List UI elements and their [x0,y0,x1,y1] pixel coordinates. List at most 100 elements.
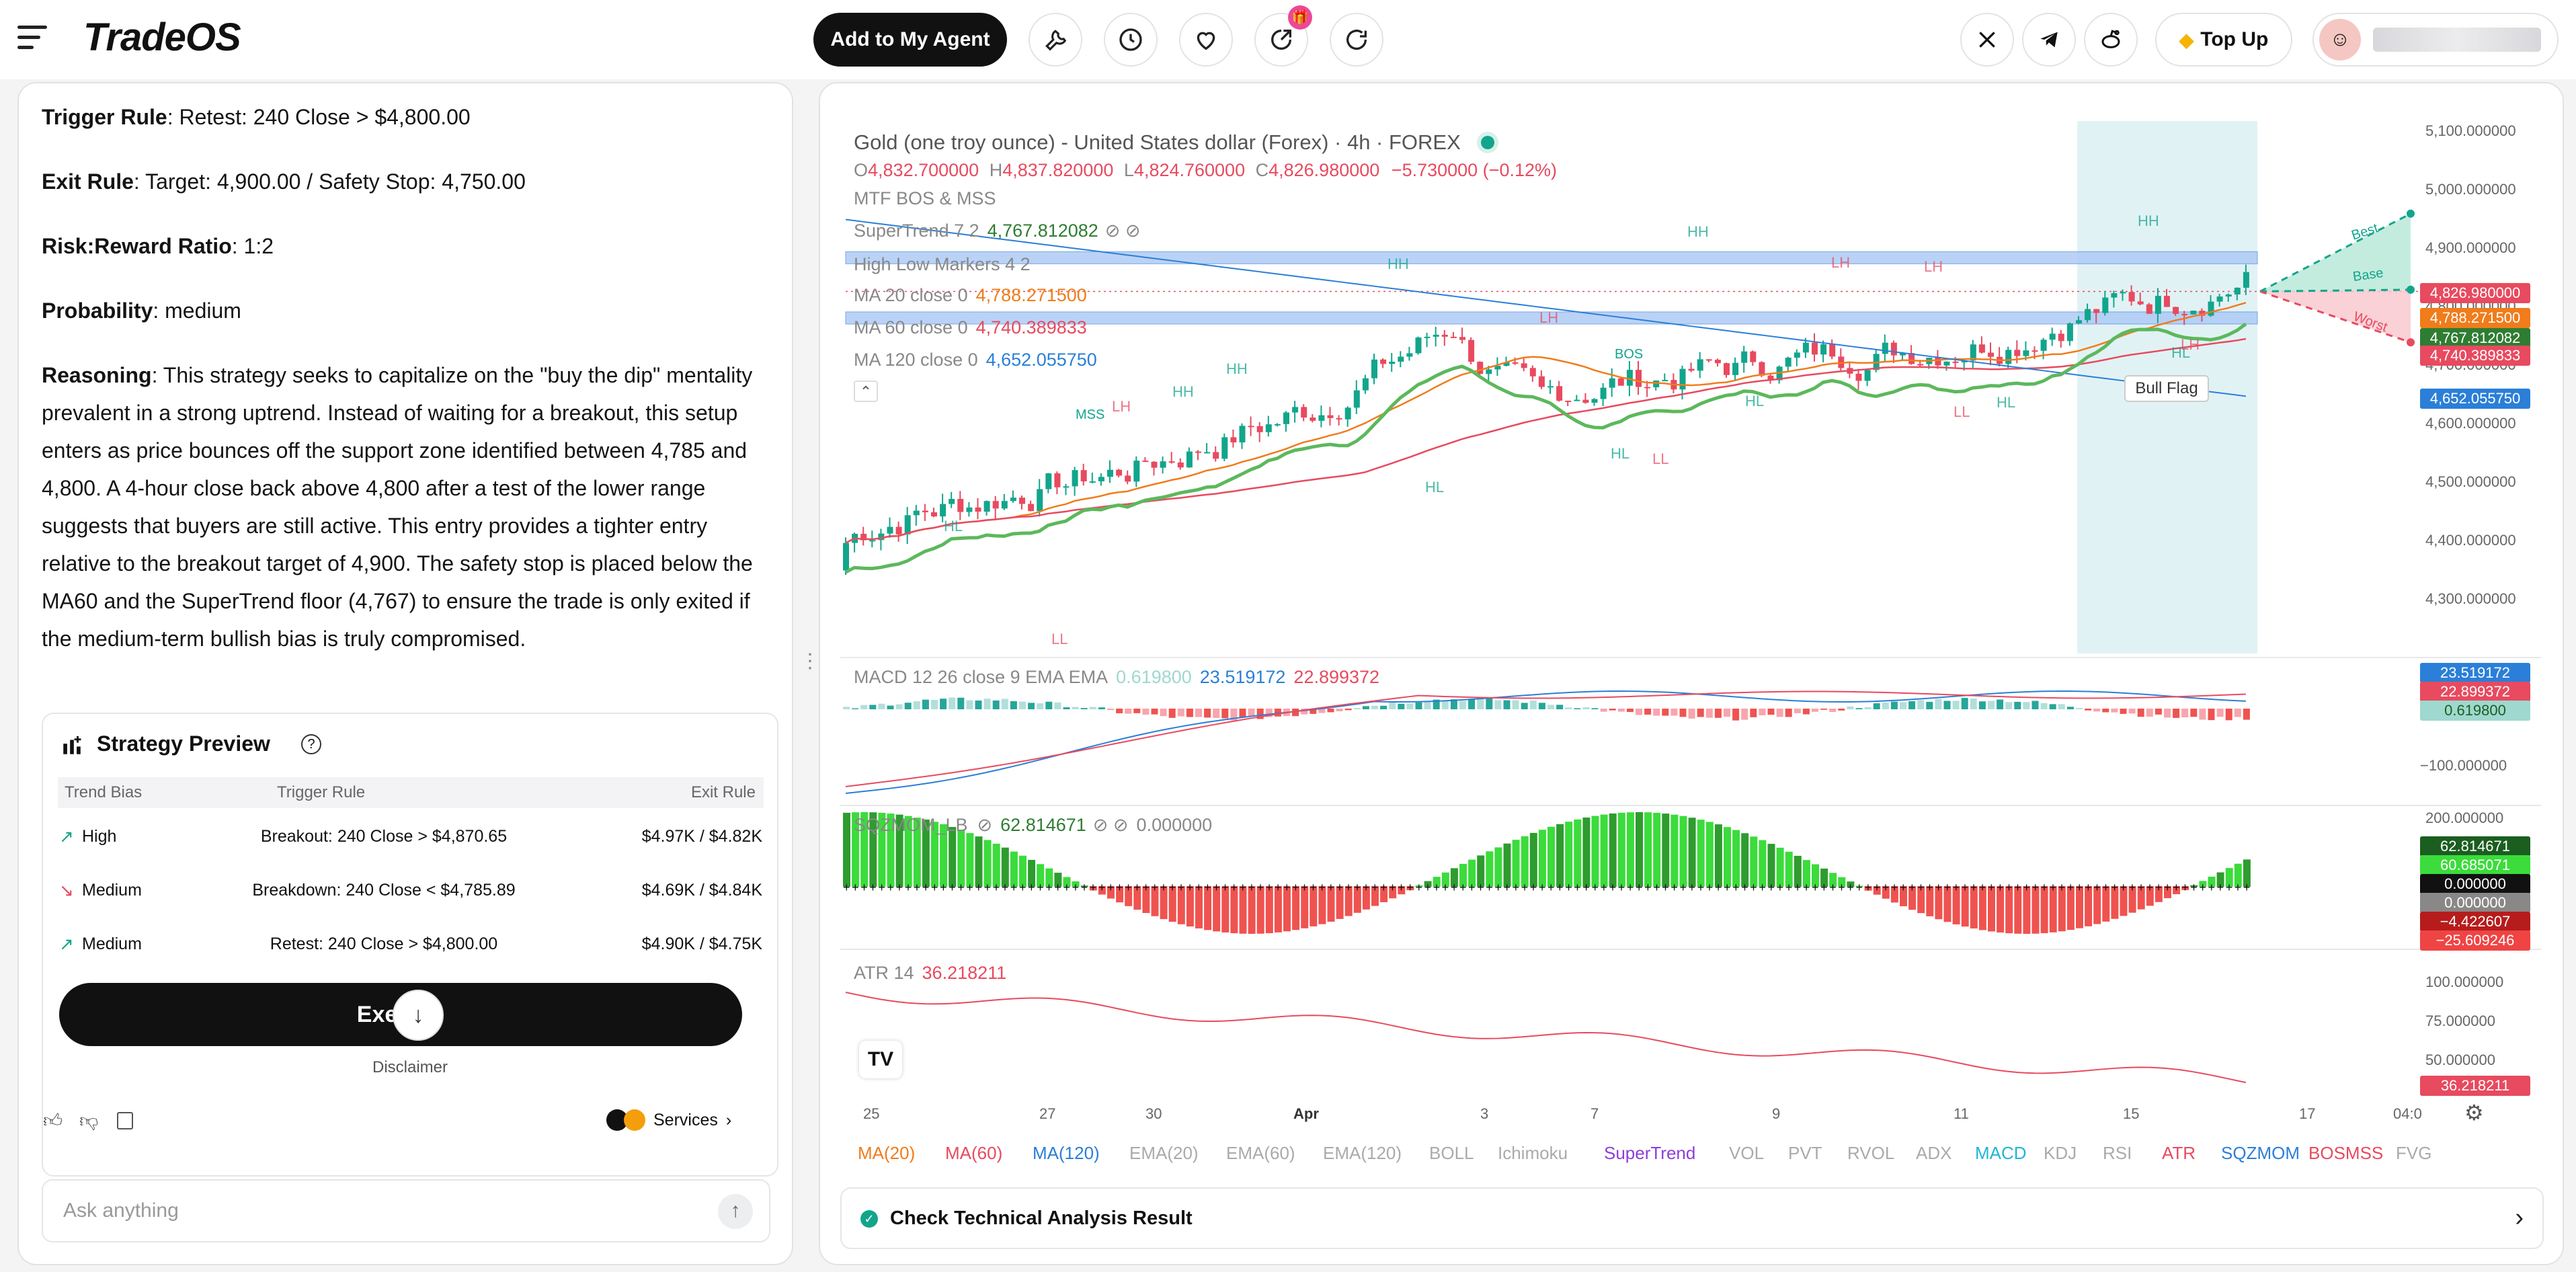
indicator-toggle-ema60[interactable]: EMA(60) [1226,1143,1295,1163]
history-icon[interactable] [1104,13,1158,67]
panel-resize-handle[interactable]: ⋮ [800,650,820,672]
x-social-icon[interactable] [1960,13,2014,67]
macd-histogram-bar [2005,702,2013,709]
table-row[interactable]: ↗ High Breakout: 240 Close > $4,870.65 $… [59,809,762,863]
squeeze-dot: + [887,881,895,894]
macd-legend[interactable]: MACD 12 26 close 9 EMA EMA 0.619800 23.519… [854,667,1380,687]
heart-icon[interactable] [1179,13,1233,67]
macd-histogram-bar [1063,707,1070,709]
chart-settings-icon[interactable]: ⚙ [2464,1101,2484,1125]
macd-histogram-bar [1732,709,1740,721]
squeeze-dot: + [1574,881,1581,894]
squeeze-dot: + [2173,881,2180,894]
menu-icon[interactable] [17,24,48,51]
indicator-toggle-rsi[interactable]: RSI [2103,1143,2132,1163]
scroll-down-button[interactable]: ↓ [393,990,444,1041]
price-chart[interactable]: + + + + + + + + + + + + + + + + + + + + + + + + + + + + + + + + + + + + + + + +… [840,114,2548,1103]
wrench-icon[interactable] [1029,13,1082,67]
candle-body [1890,342,1897,356]
candle-body [2243,272,2249,288]
macd-histogram-bar [1336,709,1343,711]
sqzmom-bar [1970,886,1978,929]
indicator-mtf-bos[interactable]: MTF BOS & MSS [854,188,996,208]
help-icon[interactable]: ? [301,734,321,754]
indicator-hl-markers[interactable]: High Low Markers 4 2 [854,254,1031,274]
squeeze-dot: + [1081,881,1088,894]
add-to-agent-button[interactable]: Add to My Agent [813,13,1007,67]
swing-marker: LH [1924,258,1943,275]
indicator-toggle-macd[interactable]: MACD [1975,1143,2027,1163]
indicator-toggle-ma60[interactable]: MA(60) [945,1143,1003,1163]
copy-icon[interactable] [117,1112,133,1129]
indicator-ma20[interactable]: MA 20 close 0 4,788.271500 [854,285,1087,305]
reddit-icon[interactable] [2084,13,2138,67]
candle-body [1988,352,1994,357]
supertrend-line [844,322,2247,574]
check-analysis-bar[interactable]: ✓ Check Technical Analysis Result › [840,1187,2544,1249]
indicator-toggle-boll[interactable]: BOLL [1429,1143,1474,1163]
indicator-toggle-rvol[interactable]: RVOL [1847,1143,1895,1163]
thumbs-up-icon[interactable]: 👍︎ [43,1110,63,1131]
indicator-toggle-atr[interactable]: ATR [2162,1143,2196,1163]
indicator-toggle-supertrend[interactable]: SuperTrend [1604,1143,1696,1163]
sqzmom-legend[interactable]: SQZMOM_LB ⊘ 62.814671 ⊘ ⊘ 0.000000 [854,815,1213,835]
squeeze-dot: + [1354,881,1361,894]
sqzmom-bar [949,827,957,887]
squeeze-dot: + [1292,881,1299,894]
indicator-toggle-sqzmom[interactable]: SQZMOM [2221,1143,2300,1163]
table-row[interactable]: ↘ Medium Breakdown: 240 Close < $4,785.8… [59,863,762,917]
squeeze-dot: + [1063,881,1071,894]
telegram-icon[interactable] [2022,13,2076,67]
squeeze-dot: + [1090,881,1097,894]
candle-body [2120,292,2126,294]
candle-body [1767,375,1774,381]
indicator-toggle-pvt[interactable]: PVT [1788,1143,1822,1163]
candle-body [860,533,867,541]
atr-legend[interactable]: ATR 14 36.218211 [854,963,1007,983]
macd-histogram-bar [1160,709,1167,717]
indicator-toggle-adx[interactable]: ADX [1916,1143,1952,1163]
ask-input-box[interactable]: Ask anything ↑ [42,1179,770,1242]
squeeze-dot: + [1732,881,1740,894]
candle-body [2102,297,2109,313]
swing-marker: HL [944,518,963,534]
top-up-button[interactable]: ◆ Top Up [2155,13,2292,67]
disclaimer-link[interactable]: Disclaimer [372,1058,448,1076]
squeeze-dot: + [1944,881,1951,894]
squeeze-dot: + [1636,881,1643,894]
user-profile-button[interactable]: ☺ [2312,13,2559,67]
indicator-supertrend[interactable]: SuperTrend 7 2 4,767.812082 ⊘ ⊘ [854,221,1141,241]
bull-flag-annotation[interactable]: Bull Flag [2124,375,2209,402]
candle-body [2031,350,2038,352]
squeeze-dot: + [1618,881,1625,894]
table-row[interactable]: ↗ Medium Retest: 240 Close > $4,800.00 $… [59,917,762,971]
macd-histogram-bar [1477,698,1484,709]
indicator-toggle-ma20[interactable]: MA(20) [858,1143,916,1163]
brand-logo[interactable]: TradeOS [83,15,241,59]
indicator-toggle-ma120[interactable]: MA(120) [1033,1143,1100,1163]
sqzmom-bar [1776,847,1784,887]
row-exit: $4.97K / $4.82K [641,827,762,846]
indicator-toggle-ichimoku[interactable]: Ichimoku [1498,1143,1568,1163]
indicator-toggle-kdj[interactable]: KDJ [2044,1143,2077,1163]
sqzmom-bar [1882,886,1890,899]
indicator-toggle-ema120[interactable]: EMA(120) [1323,1143,1402,1163]
share-icon[interactable] [1254,13,1308,67]
indicator-toggle-ema20[interactable]: EMA(20) [1129,1143,1199,1163]
macd-histogram-bar [931,699,938,709]
collapse-legend-icon[interactable]: ⌃ [854,381,878,402]
indicator-ma60[interactable]: MA 60 close 0 4,740.389833 [854,317,1087,337]
indicator-ma120[interactable]: MA 120 close 0 4,652.055750 [854,350,1097,370]
send-arrow-icon[interactable]: ↑ [718,1194,753,1229]
indicator-toggle-vol[interactable]: VOL [1729,1143,1765,1163]
ma60-line [845,337,2247,544]
refresh-icon[interactable] [1330,13,1383,67]
sqzmom-bar [1336,886,1344,919]
services-link[interactable]: Services › [606,1107,731,1134]
squeeze-dot: + [2226,881,2233,894]
thumbs-down-icon[interactable]: 👎︎ [79,1110,99,1131]
ask-input[interactable]: Ask anything [63,1199,179,1222]
indicator-toggle-fvg[interactable]: FVG [2396,1143,2432,1163]
indicator-toggle-bosmss[interactable]: BOSMSS [2308,1143,2384,1163]
swing-marker: LH [1112,398,1131,415]
